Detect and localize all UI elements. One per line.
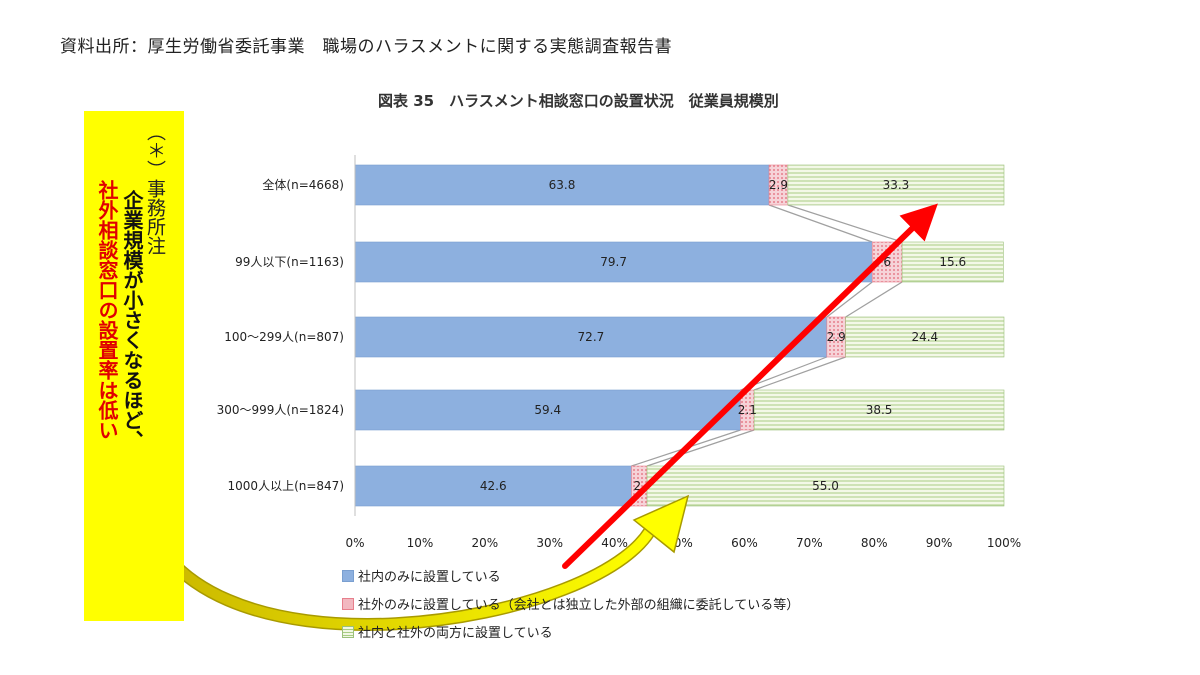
bar-in-house-3: [354, 389, 741, 431]
legend-label-in-house: 社内のみに設置している: [358, 570, 501, 585]
x-tick-label-2: 20%: [471, 536, 498, 550]
x-tick-label-0: 0%: [345, 536, 364, 550]
data-label-external-2: 2.9: [827, 330, 846, 344]
bar-both-0: [787, 164, 1005, 206]
annotation-line-rate: 社外相談窓口の設置率は低い: [95, 180, 119, 440]
category-label-0: 全体(n=4668): [262, 177, 344, 192]
bar-both-1: [901, 241, 1004, 283]
data-label-both-1: 15.6: [939, 255, 966, 269]
data-label-both-3: 38.5: [866, 403, 893, 417]
category-label-2: 100〜299人(n=807): [224, 330, 344, 344]
data-label-in-house-3: 59.4: [534, 403, 561, 417]
series-line-1-0: [787, 204, 903, 243]
annotation-line-size: 企業規模が小さくなるほど、: [120, 190, 144, 450]
data-label-external-0: 2.9: [769, 178, 788, 192]
data-label-both-4: 55.0: [812, 479, 839, 493]
series-line-0-1: [826, 281, 873, 318]
legend-item-external: 社外のみに設置している（会社とは独立した外部の組織に委託している等）: [342, 594, 799, 613]
legend-swatch-both: [342, 625, 354, 638]
legend-label-external: 社外のみに設置している（会社とは独立した外部の組織に委託している等）: [358, 598, 800, 613]
bar-in-house-4: [354, 465, 632, 507]
data-label-in-house-1: 79.7: [600, 255, 627, 269]
x-tick-label-8: 80%: [861, 536, 888, 550]
bar-in-house-1: [354, 241, 873, 283]
bar-in-house-0: [354, 164, 770, 206]
series-line-0-0: [768, 204, 873, 243]
data-label-both-0: 33.3: [883, 178, 910, 192]
annotation-note: （＊）事務所注: [144, 122, 166, 255]
annotation-box: [84, 111, 184, 621]
data-label-external-1: 6: [883, 255, 891, 269]
bar-both-3: [753, 389, 1005, 431]
legend-label-both: 社内と社外の両方に設置している: [358, 626, 553, 641]
category-label-4: 1000人以上(n=847): [228, 479, 344, 493]
bar-both-2: [845, 316, 1005, 358]
x-tick-label-7: 70%: [796, 536, 823, 550]
x-tick-label-4: 40%: [601, 536, 628, 550]
series-line-1-1: [845, 281, 903, 318]
bar-in-house-2: [354, 316, 828, 358]
x-tick-label-10: 100%: [987, 536, 1021, 550]
legend-item-in-house: 社内のみに設置している: [342, 566, 501, 585]
bar-both-4: [646, 465, 1005, 507]
x-tick-label-1: 10%: [407, 536, 434, 550]
legend-swatch-in-house: [342, 569, 354, 582]
x-tick-label-6: 60%: [731, 536, 758, 550]
category-label-1: 99人以下(n=1163): [235, 255, 344, 269]
data-label-external-3: 2.1: [738, 403, 757, 417]
trend-arrow: [562, 203, 938, 569]
chart-title: 図表 35 ハラスメント相談窓口の設置状況 従業員規模別: [378, 92, 779, 110]
data-label-both-2: 24.4: [911, 330, 938, 344]
data-label-in-house-0: 63.8: [549, 178, 576, 192]
data-label-in-house-4: 42.6: [480, 479, 507, 493]
x-tick-label-9: 90%: [926, 536, 953, 550]
series-line-1-2: [753, 356, 846, 391]
data-label-external-4: 2.: [634, 479, 645, 493]
category-label-3: 300〜999人(n=1824): [217, 403, 344, 417]
series-line-1-3: [646, 429, 755, 467]
callout-arrowhead: [632, 494, 690, 554]
x-tick-label-3: 30%: [536, 536, 563, 550]
legend-swatch-external: [342, 597, 354, 610]
legend-item-both: 社内と社外の両方に設置している: [342, 622, 553, 641]
source-citation: 資料出所：厚生労働省委託事業 職場のハラスメントに関する実態調査報告書: [60, 37, 673, 57]
data-label-in-house-2: 72.7: [578, 330, 605, 344]
